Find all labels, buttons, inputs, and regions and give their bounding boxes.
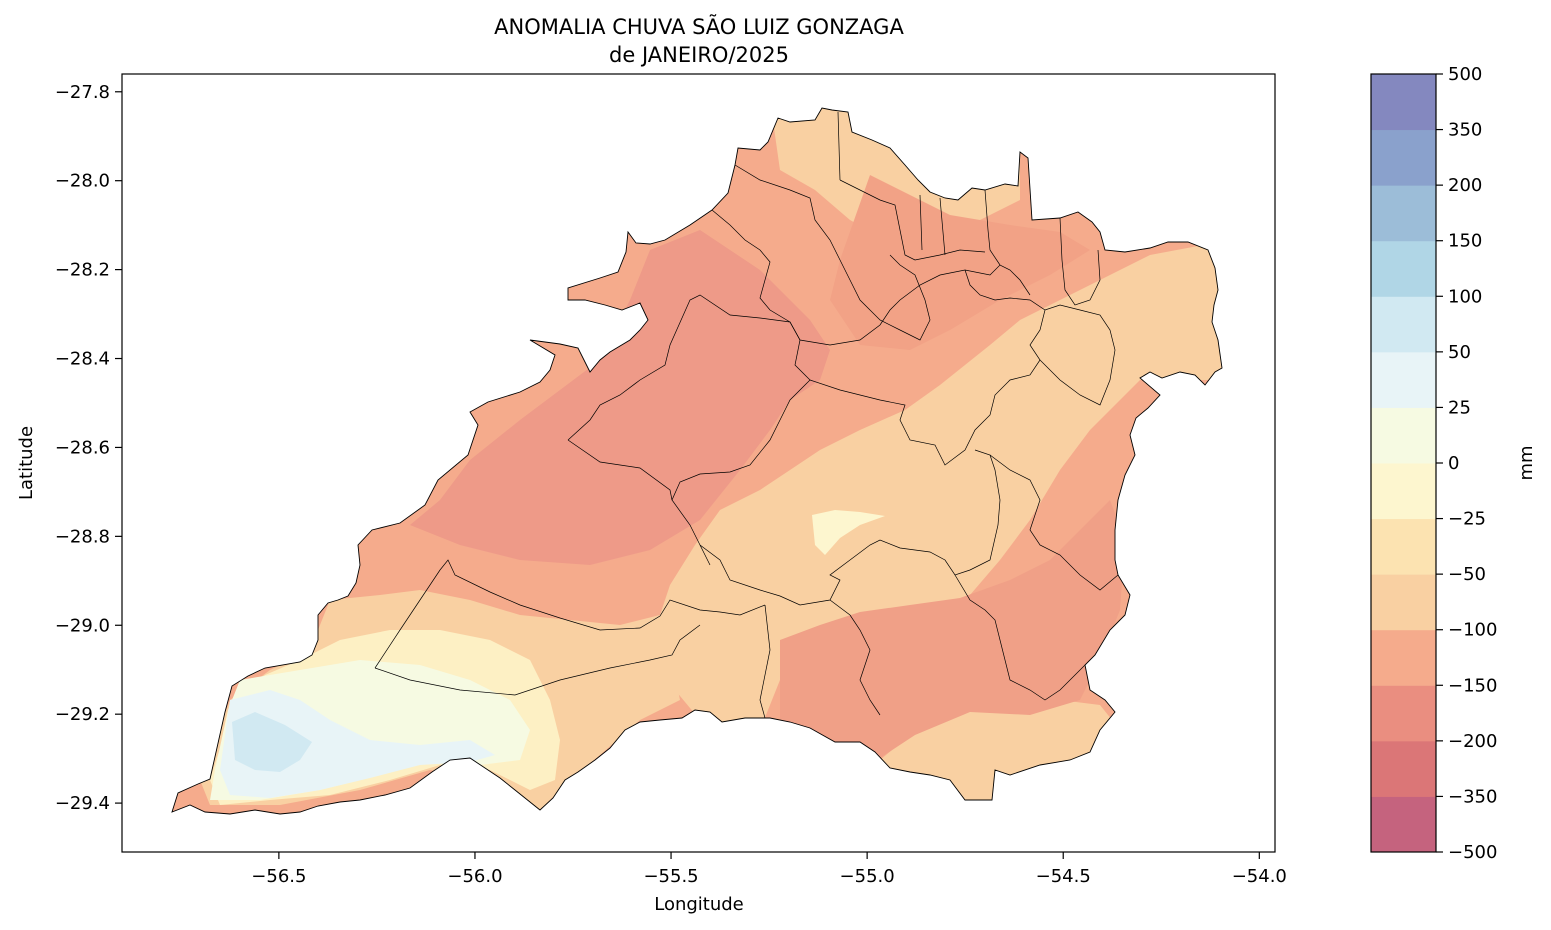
municipal-boundary [837, 111, 946, 256]
colorbar-swatch [1371, 685, 1436, 742]
y-tick-label: −29.2 [55, 704, 110, 725]
y-tick-label: −28.4 [55, 349, 110, 370]
colorbar-tick-label: 200 [1448, 175, 1482, 196]
colorbar-tick-label: 150 [1448, 231, 1482, 252]
colorbar-tick-label: 50 [1448, 342, 1471, 363]
municipal-boundary [711, 209, 791, 323]
y-axis-ticks: −27.8 −28.0 −28.2 −28.4 −28.6 −28.8 −29.0 −29.2… [55, 82, 122, 814]
municipal-boundary [1059, 217, 1101, 306]
colorbar-tick-label: −200 [1448, 731, 1497, 752]
axes-frame [121, 73, 1276, 853]
municipal-boundary [989, 454, 1119, 591]
colorbar-swatch [1371, 629, 1436, 686]
anomaly-band-blue [232, 712, 312, 772]
y-tick-label: −28.6 [55, 437, 110, 458]
colorbar-tick-label: 350 [1448, 120, 1482, 141]
anomaly-band-light-blue [220, 690, 495, 798]
x-tick-label: −55.0 [840, 866, 895, 887]
colorbar-swatch [1371, 574, 1436, 631]
colorbar-swatch [1371, 296, 1436, 353]
municipal-boundary [567, 294, 811, 566]
colorbar-swatch [1371, 351, 1436, 408]
municipal-boundary [964, 269, 1116, 406]
municipal-boundary [567, 439, 673, 501]
colorbar-swatch [1371, 518, 1436, 575]
colorbar-swatch [1371, 407, 1436, 464]
municipal-boundary [789, 264, 1031, 346]
anomaly-band-yellow-center [812, 510, 885, 555]
anomaly-band-salmon-south [780, 500, 1125, 758]
municipal-boundary [759, 604, 771, 719]
municipal-boundary [829, 599, 881, 716]
x-tick-label: −56.5 [251, 866, 306, 887]
colorbar-tick-label: −50 [1448, 564, 1486, 585]
municipal-boundary [984, 189, 1001, 266]
x-tick-label: −55.5 [643, 866, 698, 887]
municipal-boundary [374, 624, 701, 696]
colorbar-tick-label: −100 [1448, 620, 1497, 641]
colorbar: −500 −350 −200 −150 −100 −50 −25 0 25 50 100 150 200… [1370, 64, 1497, 863]
y-tick-label: −29.4 [55, 793, 110, 814]
x-axis-ticks: −56.5 −56.0 −55.5 −55.0 −54.5 −54.0 [251, 852, 1287, 887]
colorbar-label: mm [1516, 445, 1537, 480]
y-tick-label: −28.2 [55, 260, 110, 281]
municipal-boundaries [374, 111, 1119, 719]
x-axis-label: Longitude [654, 894, 744, 915]
y-axis-label: Latitude [16, 426, 37, 500]
x-tick-label: −56.0 [447, 866, 502, 887]
municipal-boundary [954, 574, 1086, 701]
region-boundary [171, 107, 1223, 815]
colorbar-tick-label: −500 [1448, 842, 1497, 863]
y-tick-label: −28.8 [55, 526, 110, 547]
colorbar-tick-label: −25 [1448, 509, 1486, 530]
colorbar-tick-label: 0 [1448, 453, 1459, 474]
municipal-boundary [734, 164, 931, 341]
x-tick-label: −54.0 [1232, 866, 1287, 887]
colorbar-tick-label: −150 [1448, 675, 1497, 696]
colorbar-tick-label: 100 [1448, 286, 1482, 307]
y-tick-label: −28.0 [55, 171, 110, 192]
municipal-boundary [699, 449, 1001, 606]
anomaly-band-peach-east [650, 240, 1222, 730]
chart-title: ANOMALIA CHUVA SÃO LUIZ GONZAGA [494, 13, 904, 39]
colorbar-swatch [1371, 463, 1436, 520]
chart-subtitle: de JANEIRO/2025 [609, 43, 789, 67]
anomaly-band-salmon-northeast [830, 175, 1090, 350]
colorbar-swatch [1371, 74, 1436, 131]
colorbar-swatch [1371, 240, 1436, 297]
municipal-boundary [839, 179, 986, 261]
anomaly-band-salmon-west [410, 230, 830, 565]
colorbar-swatch [1371, 129, 1436, 186]
colorbar-tick-label: 500 [1448, 64, 1482, 85]
y-tick-label: −27.8 [55, 82, 110, 103]
colorbar-swatch [1371, 796, 1436, 853]
municipal-boundary [374, 559, 766, 669]
x-tick-label: −54.5 [1036, 866, 1091, 887]
colorbar-tick-label: 25 [1448, 397, 1471, 418]
y-tick-label: −29.0 [55, 615, 110, 636]
municipal-boundary [809, 309, 1046, 466]
colorbar-swatch [1371, 185, 1436, 242]
colorbar-tick-label: −350 [1448, 786, 1497, 807]
colorbar-swatch [1371, 740, 1436, 797]
